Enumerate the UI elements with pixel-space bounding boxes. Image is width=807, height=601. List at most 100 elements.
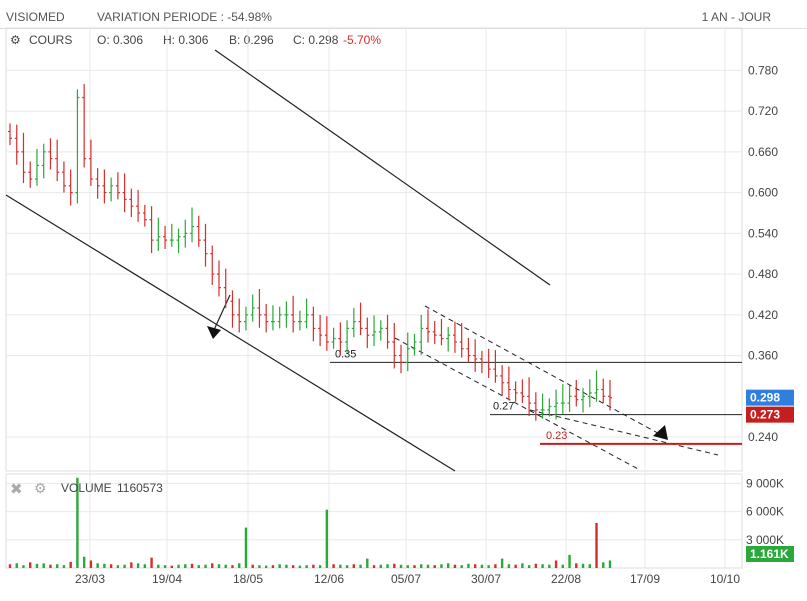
y-tick-label: 0.540 — [748, 226, 778, 240]
volume-bar — [116, 565, 120, 568]
volume-bar — [109, 564, 113, 568]
volume-bar — [426, 564, 430, 568]
x-tick-label: 12/06 — [314, 572, 344, 586]
high-value: H: 0.306 — [163, 33, 209, 47]
volume-bar — [157, 564, 160, 568]
volume-bar — [602, 562, 605, 568]
volume-bar — [305, 565, 308, 568]
volume-bar — [541, 564, 544, 568]
volume-bar — [318, 565, 322, 568]
price-badge — [746, 389, 794, 406]
volume-bar — [103, 563, 106, 568]
y-tick-label: 0.600 — [748, 186, 778, 200]
gear-icon[interactable]: ⚙ — [34, 480, 47, 496]
volume-bar — [217, 564, 221, 568]
volume-bar — [561, 564, 565, 568]
volume-bar — [62, 565, 66, 568]
y-tick-label: 0.480 — [748, 267, 778, 281]
close-value: C: 0.298 — [293, 33, 339, 47]
volume-bar — [123, 564, 126, 568]
level-label: 0.35 — [335, 348, 356, 360]
volume-bar — [575, 563, 578, 568]
volume-bar — [130, 562, 133, 568]
arrow-head — [653, 425, 668, 440]
volume-bar — [184, 564, 187, 568]
volume-bar — [312, 564, 315, 568]
ohlc-bar: ⚙ COURS O: 0.306 H: 0.306 B: 0.296 C: 0.… — [0, 28, 740, 50]
volume-bar — [15, 563, 18, 568]
volume-bar — [238, 563, 241, 568]
price-panel — [5, 27, 743, 472]
volume-bar — [332, 564, 335, 568]
volume-bar — [521, 563, 524, 568]
volume-bar — [231, 565, 234, 568]
volume-badge — [746, 546, 794, 562]
volume-bar — [143, 564, 147, 568]
volume-bar — [568, 554, 571, 568]
dashed-channel — [529, 409, 719, 456]
volume-bar — [514, 564, 517, 568]
volume-bar — [500, 558, 504, 568]
gear-icon[interactable]: ⚙ — [10, 33, 21, 47]
volume-bar — [177, 564, 180, 568]
volume-bar — [608, 560, 612, 568]
volume-bar — [372, 565, 376, 568]
chart-header: VISIOMED VARIATION PERIODE : -54.98% 1 A… — [0, 0, 807, 29]
volume-bar — [35, 563, 39, 568]
volume-bar — [393, 563, 396, 568]
volume-bar — [379, 564, 382, 568]
volume-bar — [55, 564, 59, 568]
volume-bar — [413, 565, 416, 568]
arrow-line — [212, 294, 231, 333]
volume-bar — [595, 522, 598, 568]
dashed-channel — [394, 337, 641, 471]
volume-bar — [339, 564, 342, 568]
volume-bar — [507, 564, 511, 568]
arrow-head — [207, 326, 221, 339]
volume-bar — [264, 565, 268, 568]
volume-bar — [554, 560, 558, 568]
volume-bar — [420, 564, 423, 568]
volume-bar — [386, 564, 389, 568]
volume-bar — [366, 558, 369, 568]
volume-bar — [467, 563, 470, 568]
symbol-name: VISIOMED — [6, 10, 65, 24]
series-label: COURS — [29, 33, 73, 47]
volume-bar — [494, 564, 497, 568]
period-variation: VARIATION PERIODE : -54.98% — [97, 10, 272, 24]
volume-bar — [211, 563, 214, 568]
volume-bar — [473, 564, 477, 568]
price-badge-label: 0.273 — [750, 408, 780, 422]
volume-bar — [22, 565, 25, 568]
trend-line — [214, 49, 551, 286]
volume-bar — [224, 564, 227, 568]
period-selector[interactable]: 1 AN - JOUR — [701, 10, 771, 24]
x-tick-label: 10/10 — [710, 572, 740, 586]
y-tick-label: 0.240 — [748, 430, 778, 444]
volume-bar — [89, 560, 93, 568]
x-tick-label: 23/03 — [75, 572, 105, 586]
volume-bar — [399, 564, 403, 568]
y-tick-label: 0.420 — [748, 308, 778, 322]
level-label: 0.23 — [546, 430, 567, 442]
volume-bar — [271, 565, 275, 568]
price-badge — [746, 406, 794, 423]
volume-bar — [325, 509, 329, 568]
volume-bar — [244, 527, 248, 568]
trend-line — [5, 194, 456, 472]
volume-bar — [285, 564, 288, 568]
vol-tick-label: 6 000K — [746, 505, 784, 519]
dashed-channel — [424, 305, 666, 438]
volume-bar — [150, 557, 153, 568]
volume-bar — [588, 564, 591, 568]
volume-value: 1160573 — [117, 481, 163, 495]
y-tick-label: 0.660 — [748, 145, 778, 159]
volume-bar — [190, 563, 194, 568]
volume-bar — [581, 563, 585, 568]
low-value: B: 0.296 — [229, 33, 274, 47]
volume-bar — [447, 563, 450, 568]
volume-bar — [453, 564, 457, 568]
level-label: 0.27 — [493, 401, 514, 413]
volume-bar — [433, 565, 436, 568]
close-icon[interactable]: ✖ — [10, 481, 23, 498]
